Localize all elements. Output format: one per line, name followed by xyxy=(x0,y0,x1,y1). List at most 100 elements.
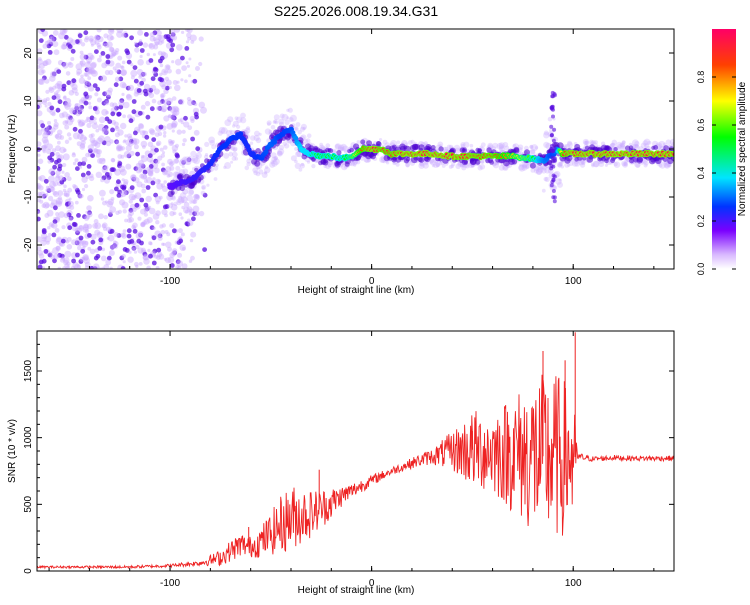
noise-point xyxy=(180,121,184,125)
noise-point xyxy=(50,254,55,260)
noise-point xyxy=(116,233,122,238)
noise-point xyxy=(65,265,71,269)
noise-point xyxy=(97,246,103,251)
halo-point xyxy=(366,158,371,163)
noise-point xyxy=(166,173,171,178)
noise-point xyxy=(170,42,176,48)
noise-point xyxy=(148,43,154,49)
noise-point xyxy=(123,139,127,143)
noise-point xyxy=(171,115,177,121)
halo-point xyxy=(175,165,181,171)
noise-point xyxy=(72,184,77,189)
noise-point xyxy=(58,211,65,218)
noise-point xyxy=(48,87,55,93)
halo-point xyxy=(283,143,290,149)
ridge-shadow-point xyxy=(662,156,668,162)
noise-point xyxy=(39,199,44,204)
noise-point xyxy=(79,53,87,61)
noise-point xyxy=(118,104,124,110)
halo-point xyxy=(454,147,461,154)
noise-point xyxy=(55,107,61,113)
noise-point xyxy=(75,239,82,246)
noise-point xyxy=(157,131,163,137)
halo-point xyxy=(179,192,187,199)
noise-point xyxy=(41,144,47,150)
halo-point xyxy=(498,146,506,153)
noise-point xyxy=(38,78,45,86)
halo-point xyxy=(615,141,623,149)
halo-point xyxy=(658,163,663,168)
halo-point xyxy=(590,162,595,167)
noise-point xyxy=(131,245,137,251)
noise-point xyxy=(119,190,127,198)
halo-point xyxy=(230,132,233,136)
noise-point xyxy=(149,225,155,231)
noise-point xyxy=(131,174,136,180)
noise-point xyxy=(159,224,164,229)
noise-point xyxy=(120,69,127,76)
noise-point xyxy=(81,63,85,68)
noise-point xyxy=(186,29,193,34)
halo-point xyxy=(558,162,563,167)
noise-point xyxy=(182,138,187,143)
noise-point xyxy=(176,129,182,135)
noise-point xyxy=(110,127,115,133)
noise-point xyxy=(166,100,172,106)
halo-point xyxy=(492,162,500,169)
noise-point xyxy=(79,104,85,110)
halo-point xyxy=(304,139,309,144)
halo-point xyxy=(450,164,455,168)
noise-point xyxy=(84,265,89,269)
noise-point xyxy=(142,145,146,149)
noise-point xyxy=(131,195,137,201)
noise-point xyxy=(99,157,106,165)
noise-point xyxy=(134,244,140,250)
noise-point xyxy=(127,135,133,141)
noise-point xyxy=(191,100,197,106)
noise-point xyxy=(74,240,80,246)
noise-point xyxy=(160,95,165,100)
noise-point xyxy=(136,68,144,76)
noise-point xyxy=(76,68,83,75)
spike-point xyxy=(550,90,555,95)
noise-point xyxy=(135,167,142,174)
noise-point xyxy=(162,204,168,210)
noise-point xyxy=(157,100,163,106)
noise-point xyxy=(78,128,83,134)
noise-point xyxy=(37,65,41,70)
noise-point xyxy=(156,34,162,41)
noise-point xyxy=(163,180,167,184)
noise-point xyxy=(43,131,48,135)
halo-point xyxy=(558,178,562,182)
noise-point xyxy=(64,263,70,269)
halo-point xyxy=(572,160,579,167)
noise-point xyxy=(44,128,51,136)
noise-point xyxy=(41,229,47,235)
y-tick-label: -10 xyxy=(23,189,34,204)
noise-point xyxy=(131,224,136,230)
noise-point xyxy=(138,41,143,46)
halo-point xyxy=(613,161,621,168)
halo-point xyxy=(448,164,453,169)
noise-point xyxy=(66,80,72,86)
noise-point xyxy=(42,149,46,154)
noise-point xyxy=(120,122,127,130)
halo-point xyxy=(658,140,666,148)
noise-point xyxy=(161,223,166,228)
halo-point xyxy=(234,116,239,121)
noise-point xyxy=(117,129,124,136)
noise-point xyxy=(188,211,193,216)
noise-point xyxy=(138,262,143,266)
noise-point xyxy=(48,36,55,43)
noise-point xyxy=(171,129,175,133)
noise-point xyxy=(51,111,56,117)
noise-point xyxy=(176,44,183,51)
noise-point xyxy=(119,98,125,103)
noise-point xyxy=(53,253,59,260)
halo-point xyxy=(246,126,250,131)
noise-point xyxy=(122,140,126,144)
halo-point xyxy=(213,165,219,171)
halo-point xyxy=(543,130,549,136)
noise-point xyxy=(143,212,148,217)
noise-point xyxy=(49,109,56,116)
